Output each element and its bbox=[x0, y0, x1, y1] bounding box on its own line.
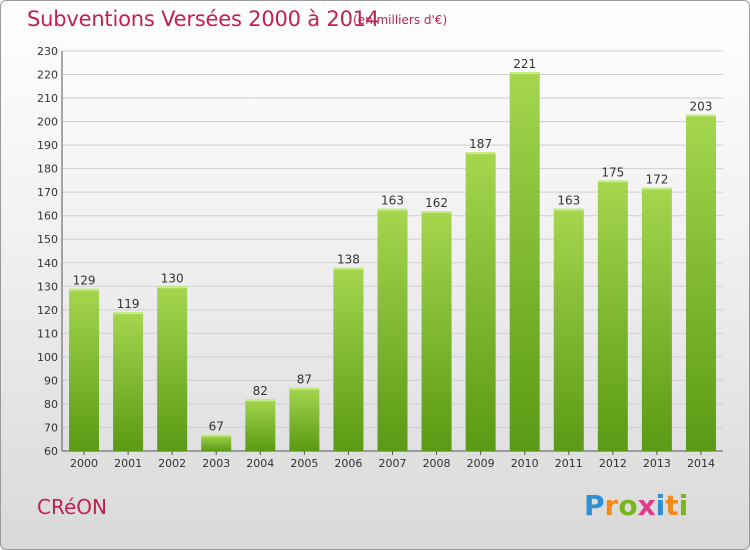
data-label-2005: 87 bbox=[297, 372, 312, 386]
y-tick-label: 210 bbox=[37, 92, 58, 105]
x-tick-label-2005: 2005 bbox=[290, 457, 318, 470]
x-tick-label-2007: 2007 bbox=[379, 457, 407, 470]
logo-letter: i bbox=[678, 489, 689, 522]
chart-subtitle: (en milliers d'€) bbox=[353, 13, 448, 27]
bar-2002 bbox=[157, 286, 188, 451]
bar-2007 bbox=[377, 208, 408, 451]
y-tick-label: 90 bbox=[44, 374, 58, 387]
x-tick-label-2002: 2002 bbox=[158, 457, 186, 470]
bar-2004 bbox=[245, 399, 276, 451]
x-tick-label-2014: 2014 bbox=[687, 457, 715, 470]
y-tick-label: 100 bbox=[37, 351, 58, 364]
data-label-2007: 163 bbox=[381, 194, 404, 208]
y-tick-label: 200 bbox=[37, 116, 58, 129]
data-label-2000: 129 bbox=[73, 274, 96, 288]
logo-letter: t bbox=[665, 489, 679, 522]
x-tick-label-2001: 2001 bbox=[114, 457, 142, 470]
bar-2006 bbox=[333, 267, 364, 451]
data-label-2001: 119 bbox=[117, 297, 140, 311]
y-tick-label: 180 bbox=[37, 163, 58, 176]
x-tick-label-2009: 2009 bbox=[467, 457, 495, 470]
bar-2011 bbox=[553, 208, 584, 451]
data-label-2014: 203 bbox=[690, 100, 713, 114]
x-tick-label-2006: 2006 bbox=[334, 457, 362, 470]
bars bbox=[69, 72, 716, 452]
x-tick-label-2008: 2008 bbox=[423, 457, 451, 470]
bar-2009 bbox=[465, 152, 496, 452]
y-tick-label: 130 bbox=[37, 280, 58, 293]
bar-2010 bbox=[509, 72, 540, 452]
logo-letter: o bbox=[618, 489, 638, 522]
y-tick-label: 140 bbox=[37, 257, 58, 270]
y-tick-label: 190 bbox=[37, 139, 58, 152]
bar-2003 bbox=[201, 434, 232, 451]
logo-letter: P bbox=[584, 489, 605, 522]
y-tick-label: 170 bbox=[37, 186, 58, 199]
x-tick-label-2003: 2003 bbox=[202, 457, 230, 470]
bar-2012 bbox=[597, 180, 628, 452]
y-tick-labels: 60 70 80 90 100 110 120 130 140 150 160 170 180 190 20… bbox=[37, 45, 58, 458]
bar-2008 bbox=[421, 211, 452, 451]
y-tick-label: 150 bbox=[37, 233, 58, 246]
y-tick-label: 230 bbox=[37, 45, 58, 58]
y-tick-label: 80 bbox=[44, 398, 58, 411]
x-tick-label-2000: 2000 bbox=[70, 457, 98, 470]
data-label-2012: 175 bbox=[601, 165, 624, 179]
bar-2013 bbox=[641, 187, 672, 451]
y-tick-label: 110 bbox=[37, 327, 58, 340]
commune-name: CRéON bbox=[37, 495, 107, 519]
x-tick-label-2012: 2012 bbox=[599, 457, 627, 470]
y-tick-label: 70 bbox=[44, 421, 58, 434]
x-tick-labels: 2000 2001 2002 2003 2004 2005 2006 2007 2008 2009… bbox=[70, 451, 715, 470]
data-label-2003: 67 bbox=[209, 420, 224, 434]
x-tick-label-2010: 2010 bbox=[511, 457, 539, 470]
bar-2005 bbox=[289, 387, 320, 451]
data-label-2011: 163 bbox=[557, 194, 580, 208]
y-tick-label: 120 bbox=[37, 304, 58, 317]
y-tick-label: 60 bbox=[44, 445, 58, 458]
data-label-2006: 138 bbox=[337, 252, 360, 266]
data-labels: 129 119 130 67 82 87 138 163 162 187 221 163 175 172 2… bbox=[73, 57, 713, 433]
x-tick-label-2004: 2004 bbox=[246, 457, 274, 470]
data-label-2013: 172 bbox=[645, 172, 668, 186]
y-tick-label: 160 bbox=[37, 210, 58, 223]
x-tick-label-2013: 2013 bbox=[643, 457, 671, 470]
bar-2001 bbox=[113, 312, 144, 451]
data-label-2004: 82 bbox=[253, 384, 268, 398]
data-label-2008: 162 bbox=[425, 196, 448, 210]
proxiti-logo: Proxiti bbox=[584, 489, 688, 522]
bar-2014 bbox=[685, 114, 716, 451]
y-tick-label: 220 bbox=[37, 69, 58, 82]
logo-letter: r bbox=[604, 489, 619, 522]
data-label-2010: 221 bbox=[513, 57, 536, 71]
chart-title: Subventions Versées 2000 à 2014 bbox=[27, 7, 380, 31]
logo-letter: x bbox=[637, 489, 656, 522]
data-label-2009: 187 bbox=[469, 137, 492, 151]
bar-2000 bbox=[69, 288, 100, 451]
logo-letter: i bbox=[655, 489, 666, 522]
x-tick-label-2011: 2011 bbox=[555, 457, 583, 470]
data-label-2002: 130 bbox=[161, 271, 184, 285]
